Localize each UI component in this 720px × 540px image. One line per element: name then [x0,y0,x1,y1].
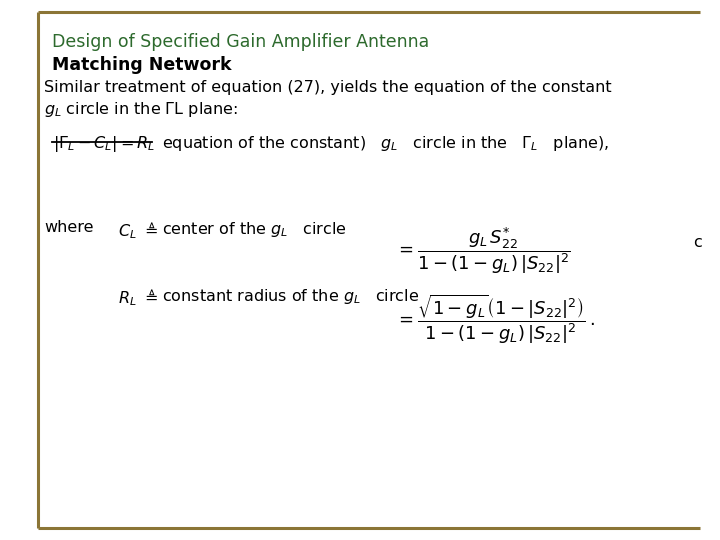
Text: $C_L$ $\triangleq$: $C_L$ $\triangleq$ [118,220,158,241]
Text: $g_L$ circle in the $\Gamma$L plane:: $g_L$ circle in the $\Gamma$L plane: [44,100,238,119]
Text: c: c [693,235,702,250]
Text: $=\dfrac{\sqrt{1-g_L}\left(1-|S_{22}|^2\right)}{1-(1-g_L)\,|S_{22}|^2}\,.$: $=\dfrac{\sqrt{1-g_L}\left(1-|S_{22}|^2\… [395,292,595,346]
Text: Matching Network: Matching Network [52,56,232,74]
Text: where: where [44,220,94,235]
Text: Similar treatment of equation (27), yields the equation of the constant: Similar treatment of equation (27), yiel… [44,80,611,95]
Text: Design of Specified Gain Amplifier Antenna: Design of Specified Gain Amplifier Anten… [52,33,429,51]
Text: $R_L$ $\triangleq$: $R_L$ $\triangleq$ [118,287,158,308]
Text: equation of the constant)   $g_L$   circle in the   $\Gamma_L$   plane),: equation of the constant) $g_L$ circle i… [162,134,609,153]
Text: $=\dfrac{g_L\, S_{22}^{*}}{1-(1-g_L)\,|S_{22}|^2}$: $=\dfrac{g_L\, S_{22}^{*}}{1-(1-g_L)\,|S… [395,225,571,276]
Text: $|\Gamma_L - C_L| = R_L$: $|\Gamma_L - C_L| = R_L$ [53,134,156,154]
Text: constant radius of the $g_L$   circle: constant radius of the $g_L$ circle [162,287,419,306]
Text: center of the $g_L$   circle: center of the $g_L$ circle [162,220,346,239]
